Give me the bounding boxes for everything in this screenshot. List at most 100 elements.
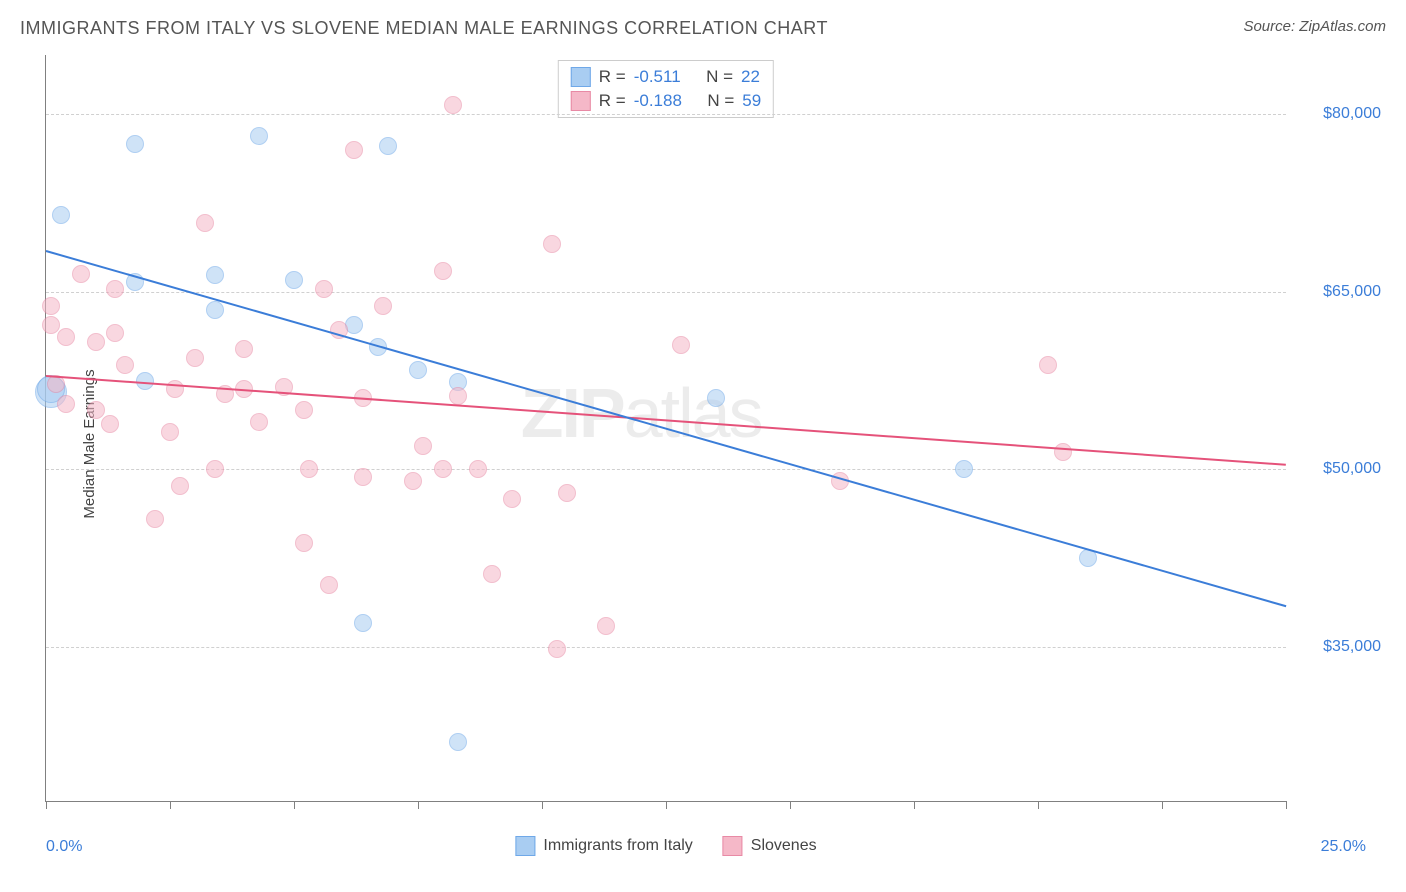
scatter-point bbox=[672, 336, 690, 354]
scatter-point bbox=[1039, 356, 1057, 374]
x-axis-tick bbox=[1038, 801, 1039, 809]
n-value-italy: 22 bbox=[741, 67, 760, 87]
scatter-point bbox=[379, 137, 397, 155]
plot-area: ZIPatlas R = -0.511 N = 22 R = -0.188 N … bbox=[45, 55, 1286, 802]
legend-swatch-slovene-icon bbox=[723, 836, 743, 856]
legend-label-italy: Immigrants from Italy bbox=[543, 837, 692, 855]
grid-line bbox=[46, 647, 1286, 648]
series-legend: Immigrants from Italy Slovenes bbox=[515, 836, 816, 856]
r-value-italy: -0.511 bbox=[634, 67, 681, 87]
scatter-point bbox=[503, 490, 521, 508]
scatter-point bbox=[354, 614, 372, 632]
scatter-point bbox=[146, 510, 164, 528]
grid-line bbox=[46, 114, 1286, 115]
n-value-slovene: 59 bbox=[742, 91, 761, 111]
legend-label-slovene: Slovenes bbox=[751, 837, 817, 855]
scatter-point bbox=[285, 271, 303, 289]
x-axis-tick bbox=[170, 801, 171, 809]
x-axis-tick bbox=[46, 801, 47, 809]
scatter-point bbox=[87, 401, 105, 419]
scatter-point bbox=[166, 380, 184, 398]
scatter-point bbox=[404, 472, 422, 490]
scatter-point bbox=[354, 468, 372, 486]
scatter-point bbox=[434, 262, 452, 280]
legend-item-italy: Immigrants from Italy bbox=[515, 836, 692, 856]
y-axis-tick-label: $80,000 bbox=[1323, 105, 1381, 123]
chart-title: IMMIGRANTS FROM ITALY VS SLOVENE MEDIAN … bbox=[20, 18, 828, 39]
legend-item-slovene: Slovenes bbox=[723, 836, 817, 856]
scatter-point bbox=[320, 576, 338, 594]
scatter-point bbox=[295, 401, 313, 419]
legend-swatch-slovene bbox=[571, 91, 591, 111]
scatter-point bbox=[42, 297, 60, 315]
scatter-point bbox=[57, 395, 75, 413]
scatter-point bbox=[106, 280, 124, 298]
scatter-point bbox=[414, 437, 432, 455]
scatter-point bbox=[707, 389, 725, 407]
scatter-point bbox=[449, 387, 467, 405]
correlation-legend: R = -0.511 N = 22 R = -0.188 N = 59 bbox=[558, 60, 774, 118]
scatter-point bbox=[57, 328, 75, 346]
x-axis-tick bbox=[418, 801, 419, 809]
grid-line bbox=[46, 469, 1286, 470]
trend-line bbox=[46, 250, 1287, 607]
scatter-point bbox=[116, 356, 134, 374]
scatter-point bbox=[434, 460, 452, 478]
scatter-point bbox=[72, 265, 90, 283]
y-axis-tick-label: $65,000 bbox=[1323, 283, 1381, 301]
legend-swatch-italy bbox=[571, 67, 591, 87]
n-label: N = bbox=[706, 67, 733, 87]
scatter-point bbox=[315, 280, 333, 298]
x-axis-tick bbox=[294, 801, 295, 809]
scatter-point bbox=[409, 361, 427, 379]
scatter-point bbox=[449, 733, 467, 751]
watermark-rest: atlas bbox=[624, 374, 762, 452]
legend-row-italy: R = -0.511 N = 22 bbox=[571, 65, 761, 89]
scatter-point bbox=[548, 640, 566, 658]
y-axis-tick-label: $35,000 bbox=[1323, 638, 1381, 656]
scatter-point bbox=[196, 214, 214, 232]
x-axis-tick bbox=[1162, 801, 1163, 809]
scatter-point bbox=[955, 460, 973, 478]
scatter-point bbox=[1054, 443, 1072, 461]
scatter-point bbox=[345, 141, 363, 159]
scatter-point bbox=[136, 372, 154, 390]
scatter-point bbox=[206, 266, 224, 284]
n-label: N = bbox=[707, 91, 734, 111]
scatter-point bbox=[444, 96, 462, 114]
x-axis-tick bbox=[790, 801, 791, 809]
scatter-point bbox=[101, 415, 119, 433]
chart-source: Source: ZipAtlas.com bbox=[1243, 18, 1386, 35]
scatter-point bbox=[206, 301, 224, 319]
y-axis-tick-label: $50,000 bbox=[1323, 460, 1381, 478]
scatter-point bbox=[87, 333, 105, 351]
x-axis-tick bbox=[542, 801, 543, 809]
r-label: R = bbox=[599, 67, 626, 87]
chart-container: Median Male Earnings ZIPatlas R = -0.511… bbox=[45, 55, 1386, 832]
scatter-point bbox=[161, 423, 179, 441]
scatter-point bbox=[250, 413, 268, 431]
scatter-point bbox=[300, 460, 318, 478]
scatter-point bbox=[186, 349, 204, 367]
scatter-point bbox=[558, 484, 576, 502]
scatter-point bbox=[250, 127, 268, 145]
legend-swatch-italy-icon bbox=[515, 836, 535, 856]
scatter-point bbox=[295, 534, 313, 552]
scatter-point bbox=[374, 297, 392, 315]
x-axis-max-label: 25.0% bbox=[1321, 838, 1366, 856]
scatter-point bbox=[597, 617, 615, 635]
r-value-slovene: -0.188 bbox=[634, 91, 682, 111]
scatter-point bbox=[469, 460, 487, 478]
scatter-point bbox=[206, 460, 224, 478]
scatter-point bbox=[543, 235, 561, 253]
x-axis-tick bbox=[666, 801, 667, 809]
scatter-point bbox=[235, 340, 253, 358]
x-axis-tick bbox=[1286, 801, 1287, 809]
x-axis-tick bbox=[914, 801, 915, 809]
r-label: R = bbox=[599, 91, 626, 111]
legend-row-slovene: R = -0.188 N = 59 bbox=[571, 89, 761, 113]
scatter-point bbox=[126, 135, 144, 153]
scatter-point bbox=[106, 324, 124, 342]
trend-line bbox=[46, 375, 1286, 466]
grid-line bbox=[46, 292, 1286, 293]
